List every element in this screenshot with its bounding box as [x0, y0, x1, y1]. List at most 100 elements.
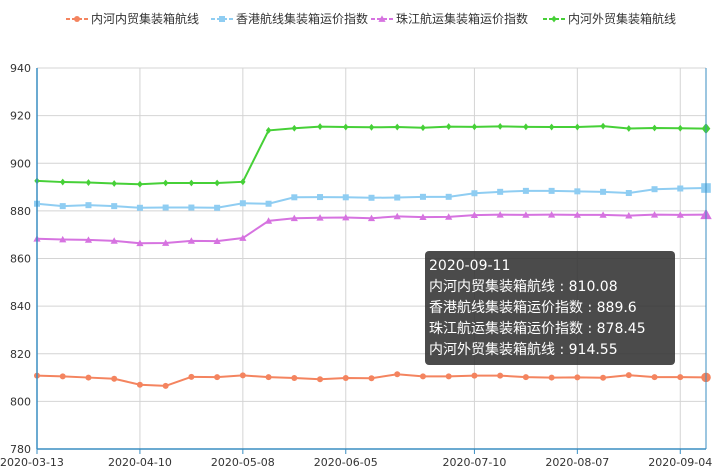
data-point — [497, 188, 504, 195]
data-point — [317, 194, 324, 201]
tooltip-value: 878.45 — [596, 321, 646, 337]
data-point — [214, 204, 221, 211]
y-tick-label: 840 — [10, 300, 31, 313]
legend-item[interactable]: 内河内贸集装箱航线 — [66, 11, 199, 26]
data-point — [367, 214, 376, 222]
data-point — [111, 203, 118, 210]
data-point — [677, 185, 684, 192]
y-tick-label: 860 — [10, 253, 31, 266]
tooltip-label: 内河内贸集装箱航线 — [429, 279, 555, 295]
x-tick-label: 2020-05-08 — [211, 456, 275, 469]
data-point — [574, 188, 581, 195]
y-tick-label: 900 — [10, 157, 31, 170]
data-point — [290, 214, 298, 222]
data-point — [394, 123, 400, 131]
tooltip-row: 珠江航运集装箱运价指数 : 878.45 — [429, 321, 646, 337]
tooltip-date: 2020-09-11 — [429, 258, 511, 274]
data-point — [111, 375, 118, 382]
x-tick-label: 2020-08-07 — [545, 456, 609, 469]
data-point — [162, 382, 169, 389]
legend-marker — [219, 16, 225, 22]
data-point — [111, 180, 117, 187]
data-point — [59, 235, 67, 243]
data-point — [548, 374, 555, 381]
data-point — [136, 381, 143, 388]
data-point — [394, 371, 401, 378]
data-point — [239, 200, 246, 207]
data-point — [60, 178, 66, 186]
series-group — [34, 371, 711, 389]
data-point — [394, 194, 401, 201]
data-point — [137, 180, 143, 188]
y-tick-label: 820 — [10, 348, 31, 361]
data-point — [368, 123, 375, 131]
data-point — [522, 211, 530, 218]
data-point — [626, 125, 632, 132]
data-point — [214, 179, 220, 187]
y-tick-label: 880 — [10, 205, 31, 218]
tooltip-value: 810.08 — [568, 279, 618, 295]
data-point — [239, 372, 246, 379]
tooltip-label: 香港航线集装箱运价指数 — [429, 300, 583, 316]
data-point — [419, 373, 426, 380]
data-point — [187, 237, 195, 244]
data-point — [84, 236, 93, 243]
data-point — [136, 204, 143, 211]
data-point — [523, 123, 529, 131]
legend-item[interactable]: 内河外贸集装箱航线 — [543, 11, 676, 26]
legend-marker — [74, 16, 80, 22]
data-point — [162, 239, 170, 246]
data-point — [264, 217, 273, 224]
tooltip-row: 香港航线集装箱运价指数 : 889.6 — [429, 300, 637, 316]
data-point — [471, 190, 478, 197]
data-point — [471, 372, 478, 379]
data-point — [110, 237, 118, 244]
y-tick-label: 920 — [10, 110, 31, 123]
data-point — [600, 122, 606, 130]
data-point — [265, 374, 272, 381]
legend-item[interactable]: 珠江航运集装箱运价指数 — [371, 11, 528, 26]
data-point — [85, 374, 92, 381]
data-point — [317, 123, 323, 130]
y-tick-label: 800 — [10, 395, 31, 408]
chart-legend[interactable]: 内河内贸集装箱航线 香港航线集装箱运价指数 珠江航运集装箱运价指数 内河外贸集装箱航线 — [66, 11, 676, 26]
data-point — [239, 234, 247, 241]
series-group — [34, 122, 711, 188]
data-point — [497, 372, 504, 379]
data-point — [291, 124, 298, 132]
legend-item[interactable]: 香港航线集装箱运价指数 — [211, 11, 368, 26]
data-point — [497, 122, 503, 130]
data-point — [677, 124, 683, 132]
data-point — [419, 193, 426, 200]
data-point — [368, 375, 375, 382]
legend-label: 珠江航运集装箱运价指数 — [396, 11, 528, 26]
data-point — [188, 204, 195, 211]
data-point — [599, 211, 607, 218]
data-point — [548, 123, 555, 131]
data-point — [213, 237, 221, 244]
x-tick-label: 2020-09-04 — [648, 456, 712, 469]
data-point — [650, 211, 659, 218]
data-point — [316, 214, 324, 221]
data-point — [548, 211, 556, 218]
data-point — [420, 124, 426, 132]
data-point — [522, 187, 529, 194]
tooltip-row: 内河外贸集装箱航线 : 914.55 — [429, 342, 618, 358]
tooltip-label: 珠江航运集装箱运价指数 — [429, 321, 583, 337]
data-point — [59, 373, 66, 380]
series-group — [34, 183, 711, 211]
data-point — [240, 178, 246, 186]
data-point — [265, 126, 272, 134]
legend-marker — [551, 15, 557, 23]
data-point — [291, 194, 298, 201]
data-point — [85, 202, 92, 209]
data-point — [342, 375, 349, 382]
data-point — [445, 213, 453, 220]
data-point — [419, 213, 427, 220]
data-point — [59, 203, 66, 210]
series-group — [33, 208, 712, 247]
data-point — [214, 374, 221, 381]
data-point — [600, 188, 607, 195]
x-tick-label: 2020-04-10 — [108, 456, 172, 469]
legend-label: 内河内贸集装箱航线 — [91, 11, 199, 26]
